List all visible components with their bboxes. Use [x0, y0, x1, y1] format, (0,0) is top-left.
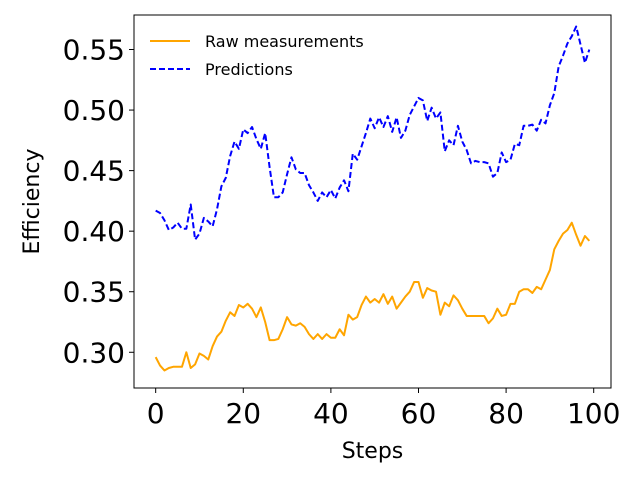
x-tick-label: 0 [147, 397, 165, 430]
y-tick-label: 0.30 [63, 336, 125, 369]
x-tick-label: 100 [567, 397, 620, 430]
series-layer [154, 25, 591, 372]
y-axis-label: Efficiency [20, 149, 45, 255]
plot-frame [133, 14, 612, 389]
y-axis-ticks: 0.30 0.35 0.40 0.45 0.50 0.55 [63, 34, 134, 369]
legend: Raw measurements Predictions [141, 22, 406, 84]
y-tick-label: 0.45 [63, 155, 125, 188]
x-tick-label: 20 [225, 397, 261, 430]
y-tick-label: 0.35 [63, 276, 125, 309]
legend-label-predictions: Predictions [205, 60, 293, 79]
legend-box [141, 22, 406, 84]
y-tick-label: 0.50 [63, 94, 125, 127]
y-tick-label: 0.55 [63, 34, 125, 67]
x-axis-label: Steps [342, 439, 404, 464]
y-tick-label: 0.40 [63, 215, 125, 248]
x-tick-label: 60 [401, 397, 437, 430]
series-line-predictions [155, 25, 591, 241]
x-tick-label: 40 [313, 397, 349, 430]
legend-label-raw-measurements: Raw measurements [205, 32, 364, 51]
x-tick-label: 80 [488, 397, 524, 430]
series-line-raw-measurements [154, 221, 591, 372]
x-axis-ticks: 0 20 40 60 80 100 [147, 388, 620, 430]
